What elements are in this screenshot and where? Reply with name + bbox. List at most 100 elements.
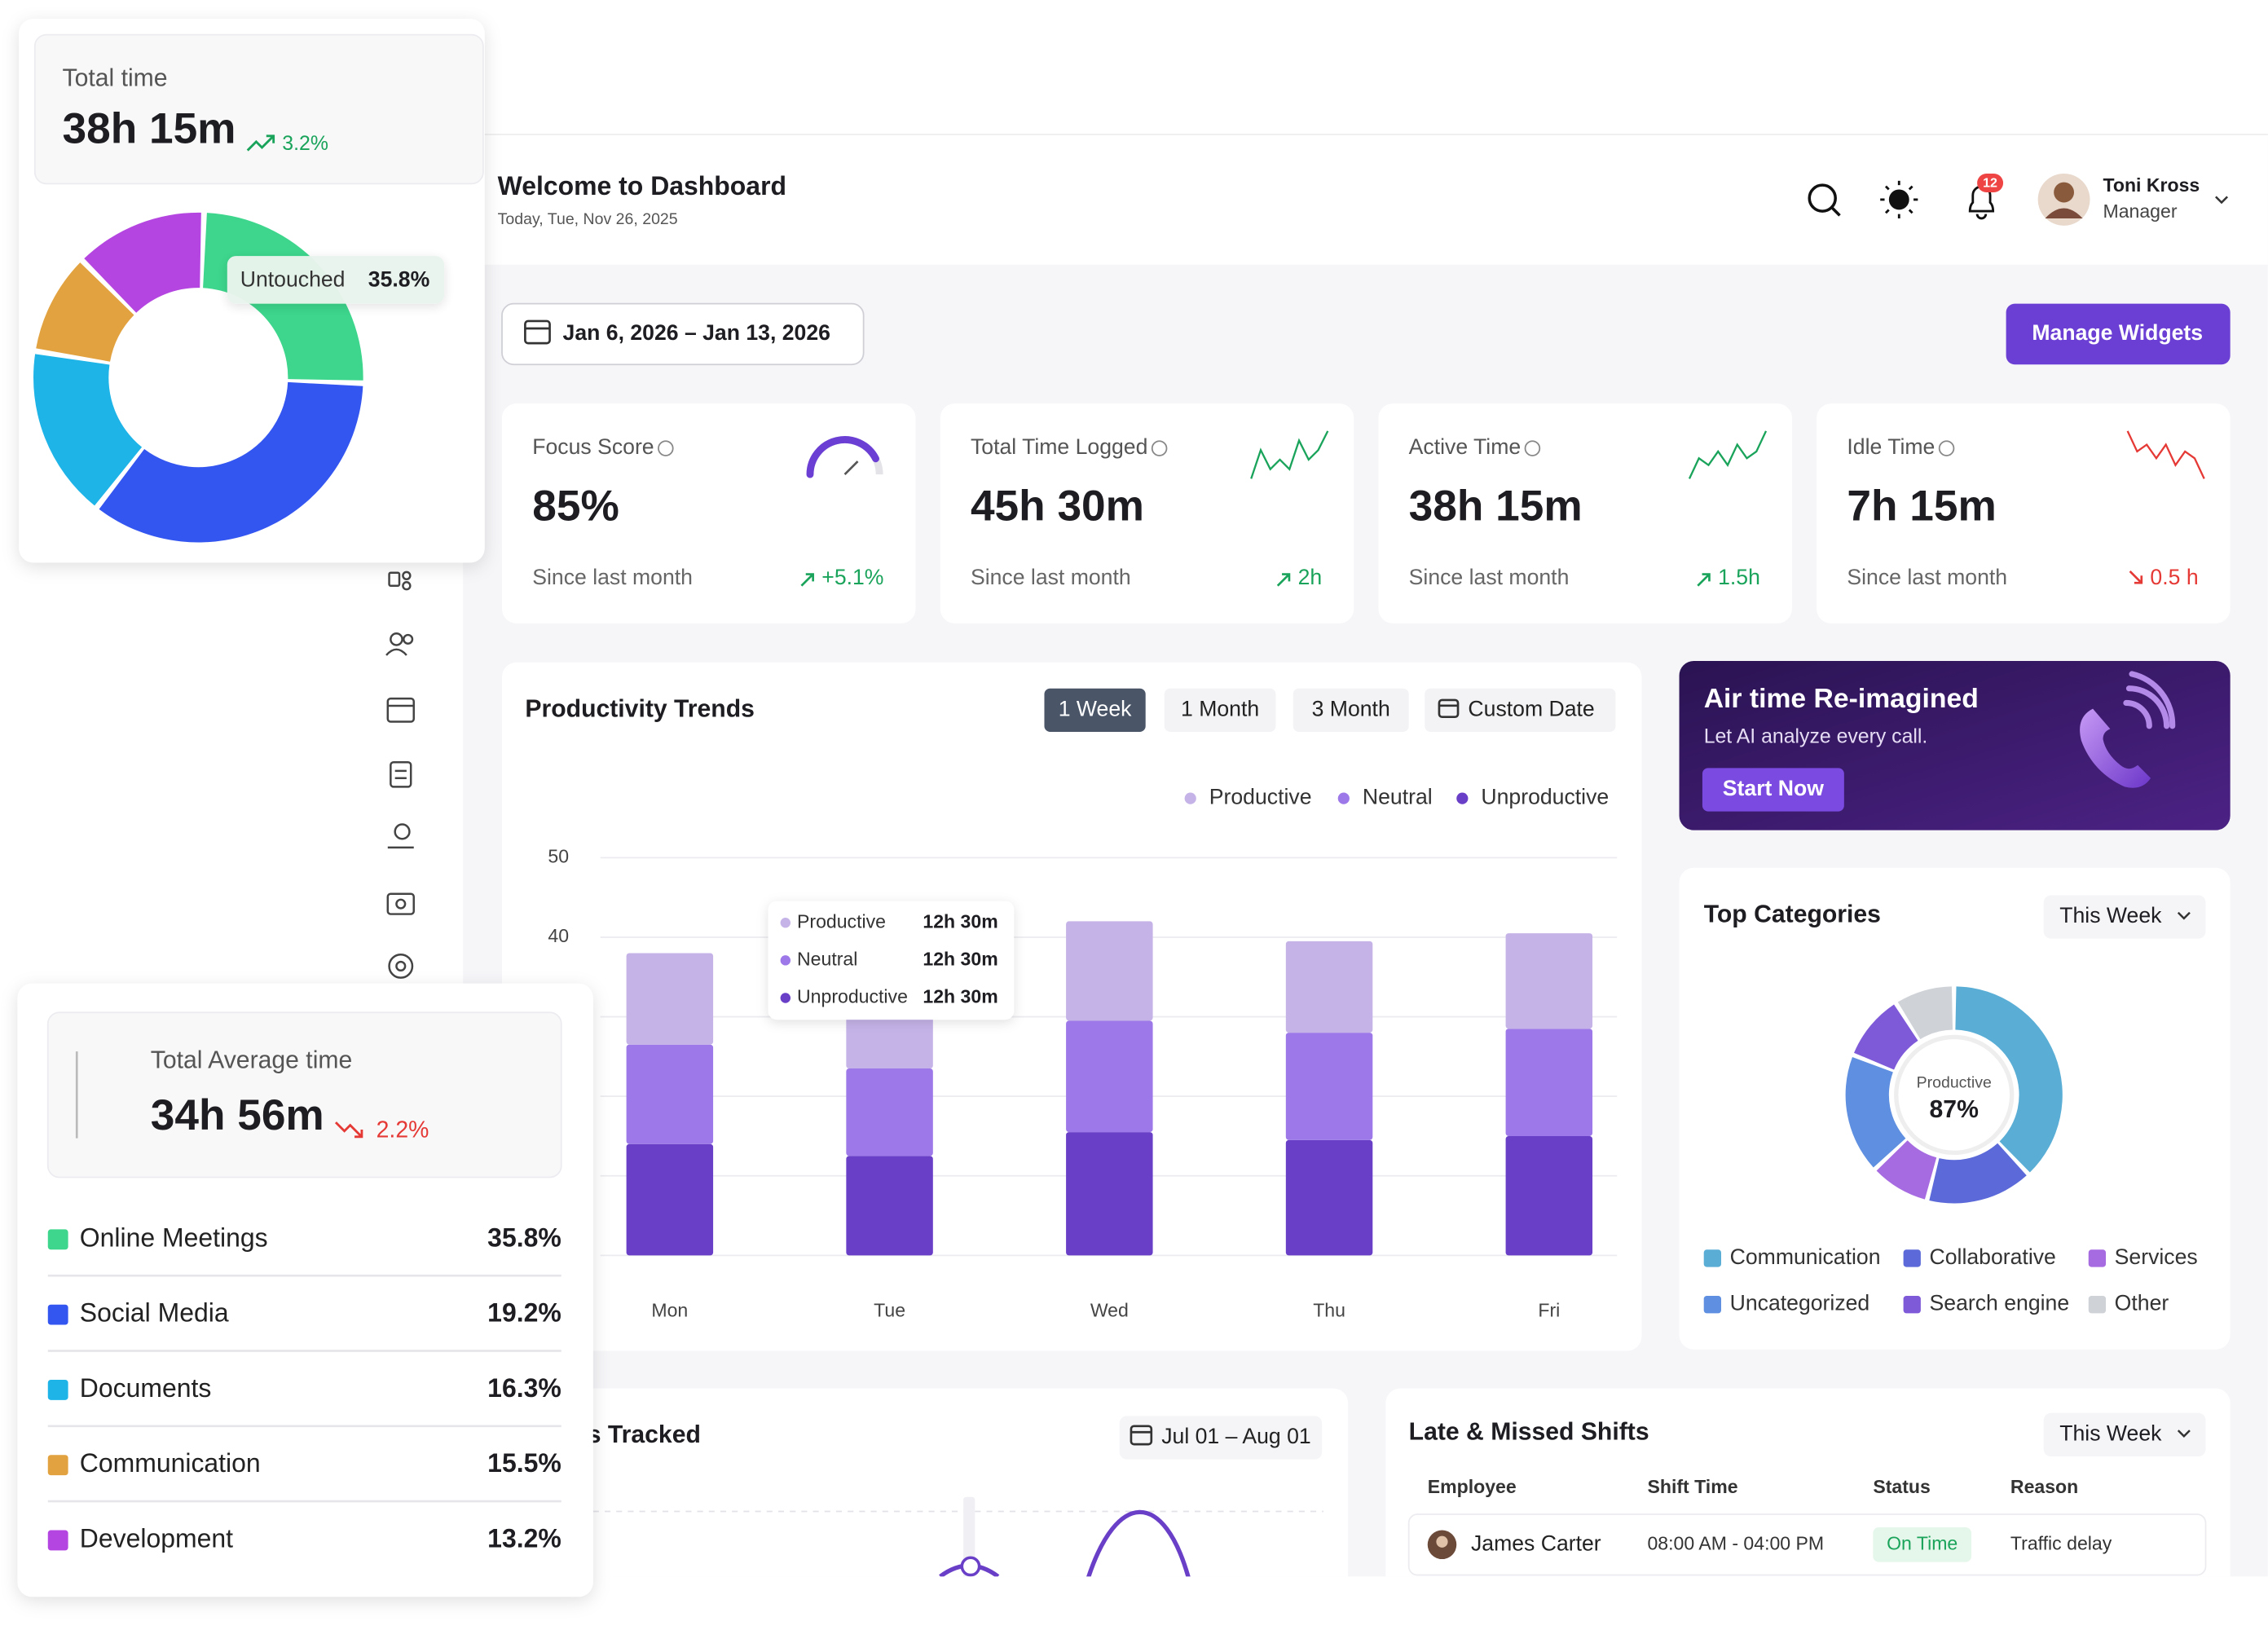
info-icon [658,440,674,456]
item-swatch [47,1229,68,1250]
kpi-label: Focus Score [532,434,654,459]
bar-segment [626,1143,714,1256]
tooltip-label: Productive [797,910,886,932]
y-tick-label: 40 [548,925,569,946]
tab-label[interactable]: 1 Month [1181,696,1259,720]
hover-point [960,1556,981,1577]
icon [403,633,414,645]
tab[interactable] [1164,688,1276,732]
notification-count: 12 [1983,177,1997,191]
bar-segment [1066,1132,1153,1256]
kpi-change: +5.1% [821,565,883,589]
bar-segment [1285,941,1373,1033]
manage-widgets-label: Manage Widgets [2032,320,2203,345]
phone-wave [2123,699,2152,729]
donut-tooltip [227,256,445,304]
icon [385,648,407,656]
tab-label[interactable]: 3 Month [1312,696,1390,720]
header-bar [484,134,2268,265]
status-badge [1873,1527,1972,1562]
legend-swatch [1903,1296,1921,1314]
tab[interactable] [1425,688,1616,732]
date-range-button[interactable] [501,302,865,366]
period-dropdown[interactable] [2043,895,2206,939]
sparkline [2126,430,2205,479]
icon [394,823,411,840]
promo-button[interactable] [1702,768,1844,812]
chevron [2215,196,2228,205]
trend-arrow [800,573,814,587]
cell: James Carter [1471,1531,1601,1555]
promo-title: Air time Re-imagined [1704,683,1979,714]
kpi-card [940,403,1354,623]
date-range[interactable]: Jul 01 – Aug 01 [1161,1424,1310,1448]
total-time-summary [33,33,484,185]
donut-segment [84,212,201,313]
search-icon[interactable] [1808,183,1837,213]
item-value: 13.2% [487,1523,561,1553]
theme-icon [1884,185,1890,191]
page-title: Welcome to Dashboard [498,171,786,200]
bar-segment [1066,1020,1153,1133]
content: Welcome to Dashboard Today, Tue, Nov 26, … [498,171,2231,1577]
theme-icon[interactable] [1888,189,1909,210]
icon [390,632,403,646]
tooltip-value: 12h 30m [923,910,997,932]
trend-arrow [2129,570,2143,584]
period-label[interactable]: This Week [2059,903,2162,927]
cell: Traffic delay [2010,1532,2112,1553]
chevron [2177,1430,2191,1438]
card-change: 3.2% [282,133,328,155]
donut-segment [1845,1056,1906,1168]
legend-swatch [1703,1249,1721,1267]
promo-button-label[interactable]: Start Now [1723,776,1824,800]
card-value: 38h 15m [63,105,236,153]
donut-segment [1929,1143,2027,1204]
manage-widgets-button[interactable] [2006,303,2231,365]
phone-wave [2125,685,2170,729]
sparkline [1688,430,1768,479]
promo-text: Let AI analyze every call. [1704,726,1928,748]
legend-swatch [1903,1249,1921,1267]
legend-swatch [1184,792,1196,804]
icon [402,570,412,580]
tab-label[interactable]: Custom Date [1468,696,1594,720]
cell: 08:00 AM - 04:00 PM [1647,1532,1824,1553]
donut-segment [33,354,143,506]
item-value: 16.3% [487,1373,561,1403]
tab-label[interactable]: 1 Week [1059,696,1132,720]
tooltip-value: 12h 30m [923,986,997,1007]
item-name: Social Media [80,1298,229,1328]
kpi-label: Idle Time [1847,434,1935,459]
period-dropdown[interactable] [2043,1412,2206,1457]
legend-label: Productive [1209,785,1312,809]
column-header: Status [1873,1476,1930,1497]
notification-badge [1977,173,2004,193]
kpi-card [1378,403,1792,623]
tab[interactable] [1293,688,1409,732]
kpi-label: Active Time [1409,434,1522,459]
item-value: 19.2% [487,1298,561,1328]
period-label[interactable]: This Week [2059,1421,2162,1445]
kpi-value: 45h 30m [971,482,1144,531]
donut-segment [1955,986,2063,1173]
kpi-card [1817,403,2231,623]
average-summary [46,1011,562,1178]
tab[interactable] [1044,688,1146,732]
status-label: On Time [1887,1532,1958,1553]
date-button[interactable] [1119,1416,1323,1460]
legend-label: Neutral [1363,785,1433,809]
trend-arrow [1697,573,1711,587]
theme-icon [1884,209,1890,214]
calendar-icon [1438,698,1460,719]
tooltip-value: 35.8% [368,267,429,291]
kpi-change: 0.5 h [2150,565,2198,589]
date-range: Jan 6, 2026 – Jan 13, 2026 [563,320,830,345]
x-tick-label: Thu [1313,1300,1345,1321]
card-label: Total Average time [151,1047,353,1074]
item-name: Documents [80,1373,212,1403]
bar-segment [626,1044,714,1144]
kpi-label: Total Time Logged [971,434,1147,459]
item-value: 15.5% [487,1448,561,1478]
